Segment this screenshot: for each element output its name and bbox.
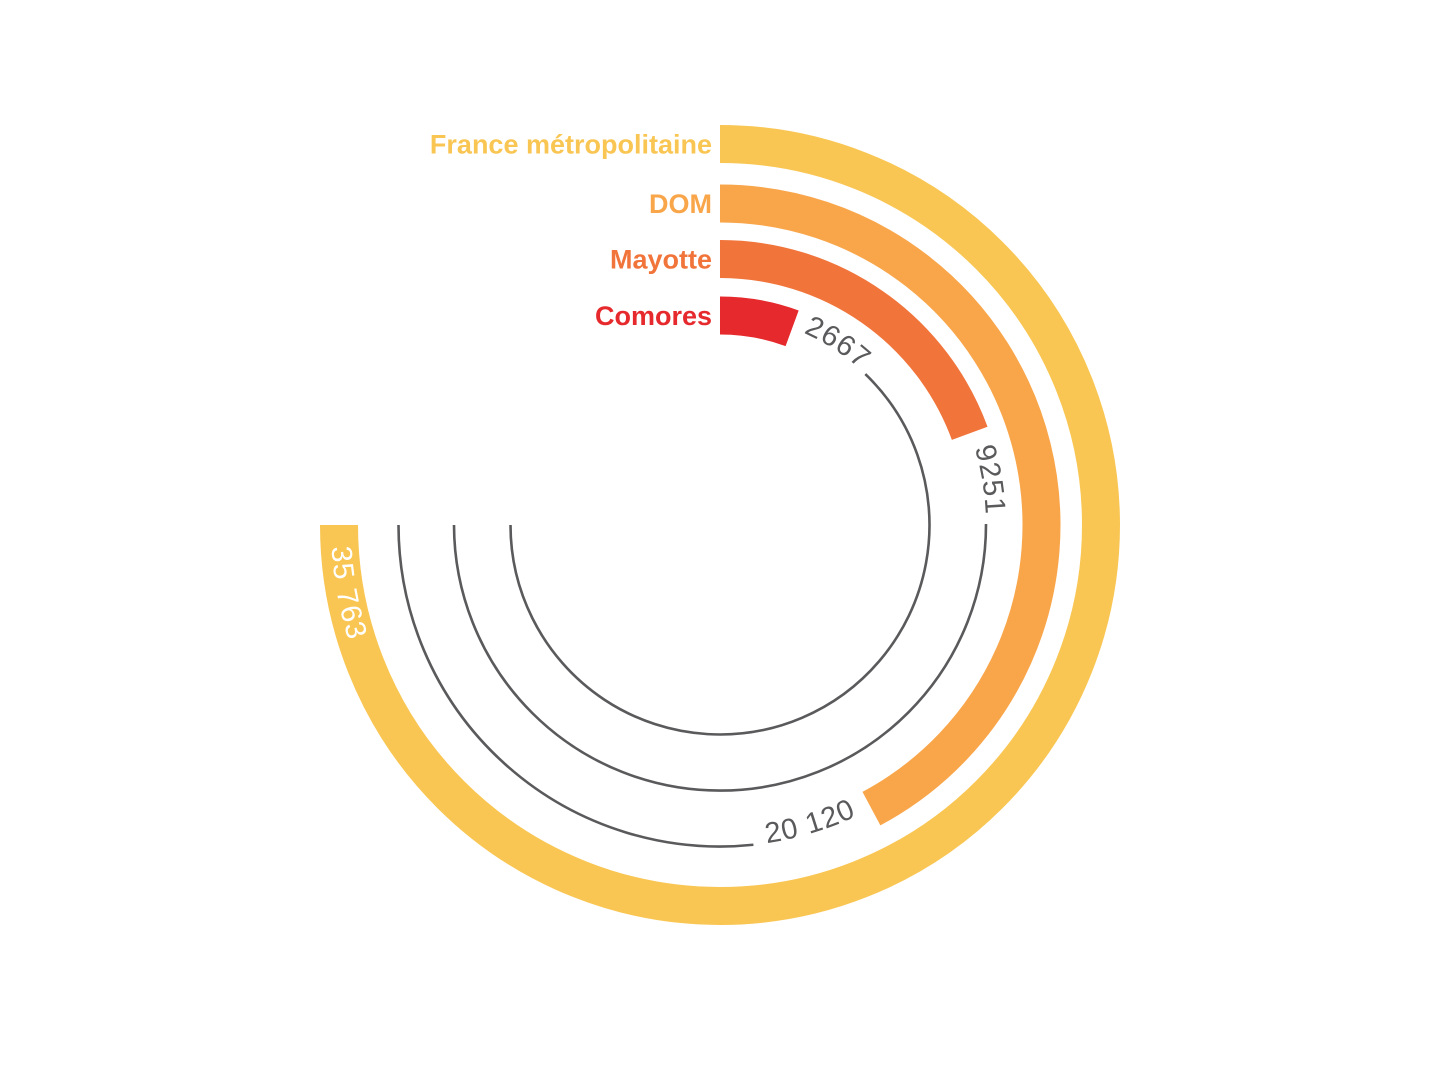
bar-arcs-group (320, 125, 1120, 925)
track-ring-dom (397, 524, 754, 848)
bar-arc-france-metropolitaine (320, 125, 1120, 925)
category-label-france-metropolitaine: France métropolitaine (430, 130, 712, 160)
value-label-dom: 20 120 (762, 793, 860, 850)
track-ring-comores (509, 373, 931, 736)
category-label-dom: DOM (649, 189, 712, 219)
category-label-mayotte: Mayotte (610, 245, 712, 275)
bar-arc-dom (719, 184, 1061, 826)
bar-arc-comores (719, 296, 799, 347)
track-rings-group (397, 373, 988, 848)
bar-arc-mayotte (719, 240, 988, 441)
value-label-france-metropolitaine: 35 763 (325, 545, 373, 644)
value-label-mayotte: 9251 (968, 441, 1011, 515)
category-label-comores: Comores (595, 301, 712, 331)
category-labels-group: France métropolitaine DOM Mayotte Comore… (430, 130, 712, 332)
track-ring-mayotte (452, 523, 988, 792)
